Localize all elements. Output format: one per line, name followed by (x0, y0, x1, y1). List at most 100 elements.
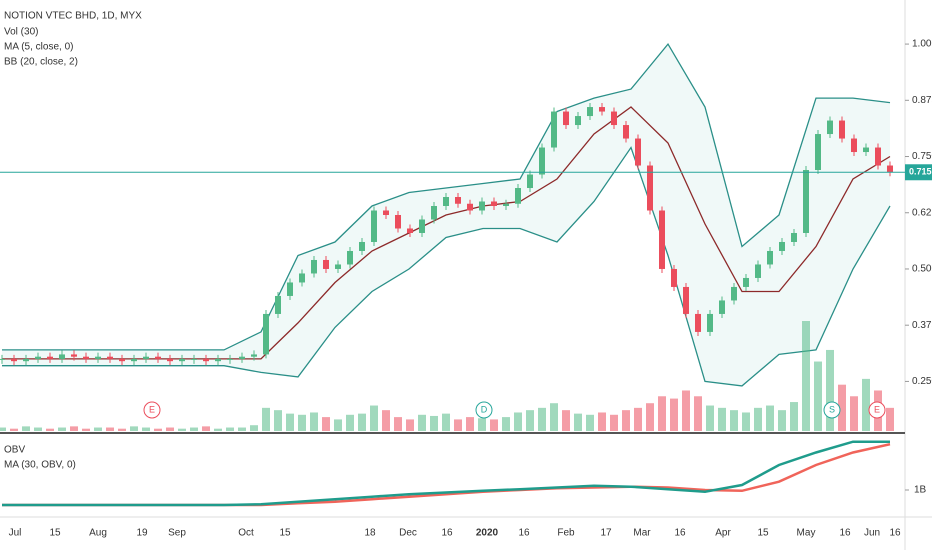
candle-body (371, 210, 377, 242)
volume-bar (250, 425, 258, 431)
volume-bar (562, 410, 570, 431)
indicator-label: MA (5, close, 0) (4, 42, 73, 53)
chart-title: NOTION VTEC BHD, 1D, MYX (4, 11, 142, 22)
candle-body (839, 120, 845, 139)
y-tick-label: 0.250 (912, 376, 932, 387)
x-tick-label: Jun (864, 528, 880, 539)
y-tick-label: 0.750 (912, 151, 932, 162)
candle-body (587, 107, 593, 117)
volume-bar (382, 410, 390, 431)
volume-bar (634, 407, 642, 431)
candle-body (311, 259, 317, 274)
volume-bar (514, 412, 522, 431)
volume-bar (310, 412, 318, 431)
candle-body (287, 282, 293, 296)
x-tick-label: 18 (364, 528, 376, 539)
volume-bar (394, 417, 402, 431)
candle-body (611, 111, 617, 126)
volume-bar (46, 428, 54, 431)
price-tag-label: 0.715 (909, 167, 932, 177)
candle-body (527, 174, 533, 189)
candle-body (347, 250, 353, 265)
candle-body (239, 356, 245, 359)
x-tick-label: May (797, 528, 816, 539)
volume-bar (718, 407, 726, 431)
volume-bar (886, 407, 894, 431)
candle-body (755, 264, 761, 278)
x-tick-label: Dec (399, 528, 417, 539)
volume-bar (130, 426, 138, 431)
candle-body (875, 147, 881, 166)
candle-body (779, 241, 785, 251)
candle-body (539, 147, 545, 175)
volume-bar (622, 410, 630, 431)
x-tick-label: 16 (839, 528, 851, 539)
x-tick-label: 15 (49, 528, 61, 539)
volume-bar (838, 384, 846, 431)
candle-body (11, 358, 17, 362)
candle-body (515, 188, 521, 204)
candle-body (695, 313, 701, 332)
candle-body (71, 354, 77, 357)
candle-body (383, 210, 389, 215)
candle-body (119, 358, 125, 362)
volume-bar (238, 427, 246, 431)
volume-bar (118, 428, 126, 431)
x-tick-label: 19 (136, 528, 148, 539)
candle-body (491, 201, 497, 207)
volume-bar (526, 410, 534, 431)
event-marker (475, 401, 493, 419)
candle-body (719, 300, 725, 314)
candle-body (107, 356, 113, 359)
event-marker (823, 401, 841, 419)
volume-bar (790, 402, 798, 431)
volume-bar (10, 428, 18, 431)
candle-body (563, 111, 569, 126)
candle-body (851, 138, 857, 153)
volume-bar (322, 417, 330, 431)
volume-bar (778, 410, 786, 431)
volume-bar (502, 417, 510, 431)
volume-bar (766, 405, 774, 431)
volume-bar (166, 427, 174, 431)
candle-body (179, 358, 185, 362)
candle-body (707, 313, 713, 332)
volume-bar (802, 321, 810, 431)
y-tick-label: 0.375 (912, 320, 932, 331)
x-tick-label: Aug (89, 528, 107, 539)
y-tick-label: 1.000 (912, 39, 932, 50)
y-tick-label: 0.875 (912, 95, 932, 106)
x-tick-label: Mar (633, 528, 651, 539)
event-marker (868, 401, 886, 419)
candle-body (815, 134, 821, 171)
candle-body (227, 358, 233, 360)
candle-body (743, 277, 749, 287)
x-tick-label: 2020 (476, 528, 499, 539)
y-tick-label: 0.500 (912, 264, 932, 275)
volume-bar (286, 413, 294, 431)
volume-bar (334, 419, 342, 431)
volume-bar (670, 398, 678, 431)
volume-bar (442, 413, 450, 431)
volume-bar (34, 427, 42, 431)
volume-bar (454, 419, 462, 431)
volume-bar (598, 412, 606, 431)
candle-body (359, 241, 365, 251)
candle-body (203, 358, 209, 362)
x-tick-label: 16 (674, 528, 686, 539)
volume-bar (730, 410, 738, 431)
x-tick-label: 16 (518, 528, 530, 539)
candle-body (215, 358, 221, 362)
x-tick-label: 15 (757, 528, 769, 539)
volume-bar (862, 378, 870, 431)
volume-bar (82, 428, 90, 431)
volume-bar (346, 414, 354, 431)
candle-body (551, 111, 557, 148)
volume-bar (298, 414, 306, 431)
volume-bar (814, 361, 822, 431)
candle-body (503, 203, 509, 207)
candle-body (407, 228, 413, 233)
candle-body (671, 268, 677, 287)
candle-body (83, 356, 89, 359)
volume-bar (142, 427, 150, 431)
